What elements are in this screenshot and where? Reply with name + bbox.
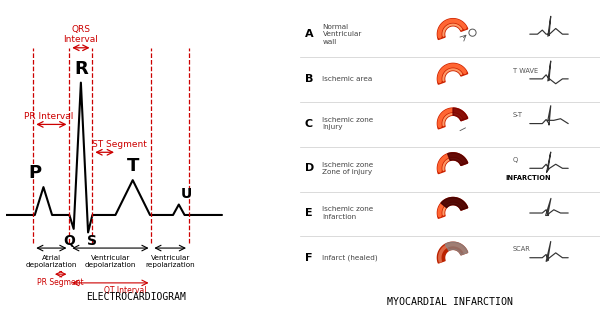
Text: U: U: [181, 187, 191, 201]
Text: Ischemic zone
Zone of injury: Ischemic zone Zone of injury: [323, 162, 374, 175]
Polygon shape: [437, 108, 467, 129]
Text: Ischemic zone
Injury: Ischemic zone Injury: [323, 117, 374, 130]
Text: Q: Q: [64, 234, 76, 248]
Text: Q: Q: [513, 157, 518, 163]
Polygon shape: [437, 242, 467, 263]
Polygon shape: [437, 153, 467, 174]
Polygon shape: [441, 198, 467, 210]
Text: Ventricular
repolarization: Ventricular repolarization: [145, 255, 195, 268]
Text: SCAR: SCAR: [513, 246, 531, 252]
Text: R: R: [74, 60, 88, 78]
Text: Ventricular
depolarization: Ventricular depolarization: [85, 255, 136, 268]
Text: B: B: [305, 74, 313, 84]
Text: Atrial
depolarization: Atrial depolarization: [26, 255, 77, 268]
Text: T: T: [127, 157, 139, 175]
Text: C: C: [305, 119, 313, 129]
Polygon shape: [437, 19, 467, 40]
Text: P: P: [28, 164, 41, 182]
Text: S: S: [87, 234, 97, 248]
Polygon shape: [453, 108, 467, 121]
Text: Ischemic area: Ischemic area: [323, 76, 373, 82]
Text: D: D: [305, 163, 314, 173]
Text: MYOCARDIAL INFARCTION: MYOCARDIAL INFARCTION: [387, 297, 513, 307]
Polygon shape: [437, 64, 467, 84]
Text: ELECTROCARDIOGRAM: ELECTROCARDIOGRAM: [86, 292, 185, 302]
Text: A: A: [305, 29, 313, 39]
Text: Normal
Ventricular
wall: Normal Ventricular wall: [323, 24, 362, 45]
Polygon shape: [445, 242, 467, 255]
Text: Infarct (healed): Infarct (healed): [323, 254, 378, 261]
Text: E: E: [305, 208, 312, 218]
Polygon shape: [437, 198, 467, 218]
Polygon shape: [448, 153, 467, 166]
Text: QT Interval: QT Interval: [104, 286, 146, 295]
Text: ST Segment: ST Segment: [92, 140, 146, 149]
Text: QRS
Interval: QRS Interval: [64, 25, 98, 44]
Text: T WAVE: T WAVE: [513, 67, 538, 74]
Text: F: F: [305, 253, 312, 263]
Text: PR Segment: PR Segment: [37, 278, 84, 287]
Text: S-T: S-T: [513, 112, 523, 118]
Text: PR Interval: PR Interval: [24, 112, 73, 121]
Text: Ischemic zone
Infarction: Ischemic zone Infarction: [323, 206, 374, 220]
Text: INFARCTION: INFARCTION: [505, 175, 551, 181]
